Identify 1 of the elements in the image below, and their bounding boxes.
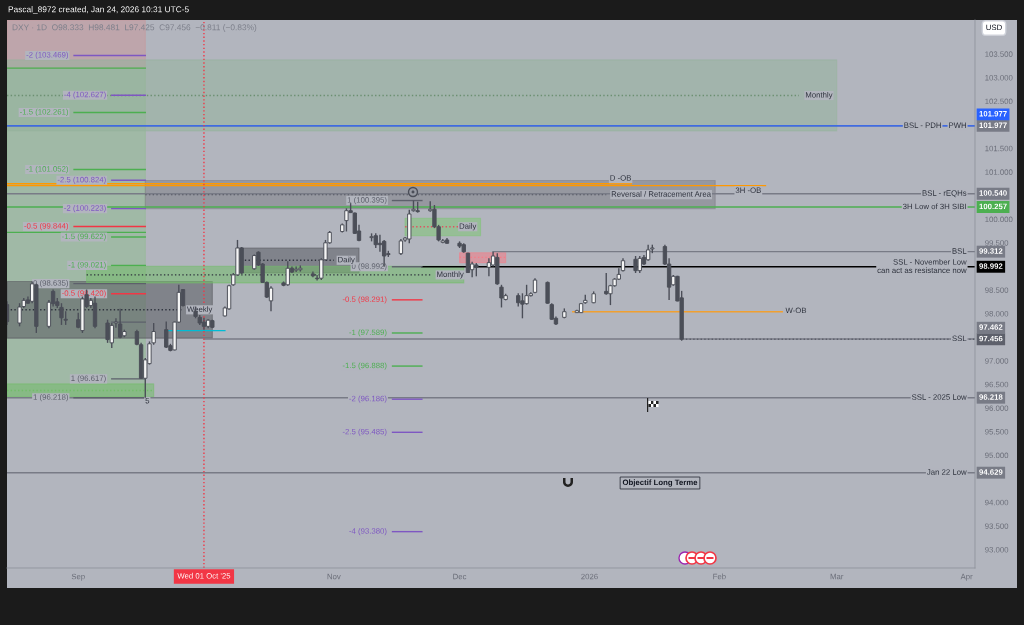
chart-title: Pascal_8972 created, Jan 24, 2026 10:31 UTC-5: [8, 6, 189, 14]
